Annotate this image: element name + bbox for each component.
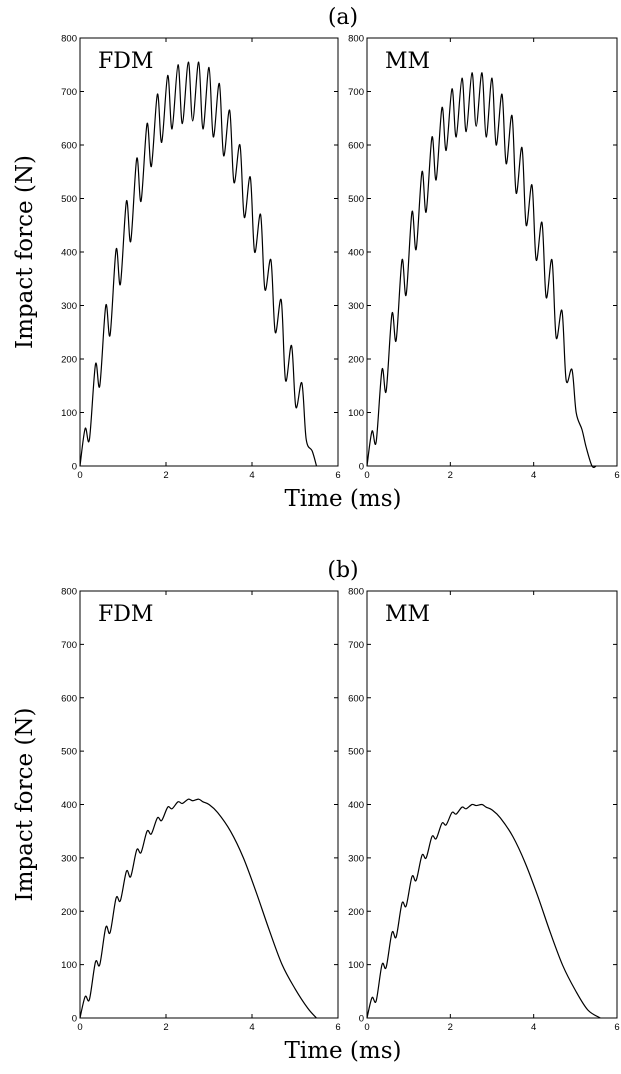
y-tick-label: 500 [348,747,364,758]
x-tick-label: 4 [249,1022,254,1033]
x-tick-label: 6 [614,1022,619,1033]
y-tick-label: 400 [61,800,77,811]
y-tick-label: 300 [348,301,364,312]
x-tick-label: 2 [448,1022,453,1033]
x-tick-label: 0 [364,1022,369,1033]
y-tick-label: 600 [61,693,77,704]
chart-panel-2: 0 100 200 300 400 500 600 700 800 0 2 4 6 FDM Impact f… [12,558,359,1033]
y-tick-label: 500 [348,194,364,205]
method-label: MM [385,49,430,74]
impact-force-series-line [366,72,597,468]
x-tick-label: 6 [335,1022,340,1033]
method-label: FDM [98,49,153,74]
y-tick-label: 400 [348,800,364,811]
y-tick-label: 600 [61,141,77,152]
x-tick-label: 4 [531,470,536,481]
panel-title: (a) [328,5,358,30]
y-tick-label: 200 [348,907,364,918]
y-tick-label: 400 [348,248,364,259]
x-tick-label: 6 [614,470,619,481]
y-tick-label: 0 [359,462,364,473]
x-tick-label: 0 [364,470,369,481]
y-tick-label: 0 [359,1014,364,1025]
y-tick-label: 0 [72,462,77,473]
x-tick-label: 2 [163,1022,168,1033]
y-axis-label: Impact force (N) [12,708,38,902]
y-tick-label: 100 [61,960,77,971]
y-tick-label: 0 [72,1014,77,1025]
y-tick-label: 600 [348,693,364,704]
impact-force-series-line [366,803,601,1019]
y-tick-label: 200 [61,355,77,366]
impact-force-series-line [79,61,318,467]
y-tick-label: 800 [61,587,77,598]
y-tick-label: 100 [348,960,364,971]
y-tick-label: 500 [61,194,77,205]
x-tick-label: 0 [77,470,82,481]
x-tick-label: 4 [249,470,254,481]
y-tick-label: 300 [61,853,77,864]
y-tick-label: 100 [61,408,77,419]
x-axis-label: Time (ms) [285,486,402,512]
y-tick-label: 700 [61,640,77,651]
plot-frame [79,37,339,467]
y-tick-label: 800 [348,587,364,598]
chart-panel-3: 0 100 200 300 400 500 600 700 800 0 2 4 6 MM Time (ms) [285,587,620,1065]
y-tick-label: 500 [61,747,77,758]
y-tick-label: 700 [348,640,364,651]
x-axis-label: Time (ms) [285,1038,402,1064]
chart-panel-0: 0 100 200 300 400 500 600 700 800 0 2 4 6 FDM Impact f… [12,5,358,481]
y-axis-label: Impact force (N) [12,155,38,349]
x-tick-label: 4 [531,1022,536,1033]
y-tick-label: 100 [348,408,364,419]
x-tick-label: 2 [448,470,453,481]
method-label: FDM [98,602,153,627]
y-tick-label: 300 [61,301,77,312]
y-tick-label: 700 [348,87,364,98]
x-tick-label: 2 [163,470,168,481]
x-tick-label: 6 [335,470,340,481]
plot-frame [366,590,618,1019]
panel-title: (b) [327,558,358,583]
y-tick-label: 700 [61,87,77,98]
y-tick-label: 400 [61,248,77,259]
impact-force-series-line [79,798,317,1019]
y-tick-label: 300 [348,853,364,864]
y-tick-label: 200 [348,355,364,366]
method-label: MM [385,602,430,627]
y-tick-label: 600 [348,141,364,152]
chart-panel-1: 0 100 200 300 400 500 600 700 800 0 2 4 6 MM Time (ms) [285,34,620,513]
y-tick-label: 800 [348,34,364,45]
y-tick-label: 800 [61,34,77,45]
x-tick-label: 0 [77,1022,82,1033]
y-tick-label: 200 [61,907,77,918]
plot-frame [366,37,618,467]
